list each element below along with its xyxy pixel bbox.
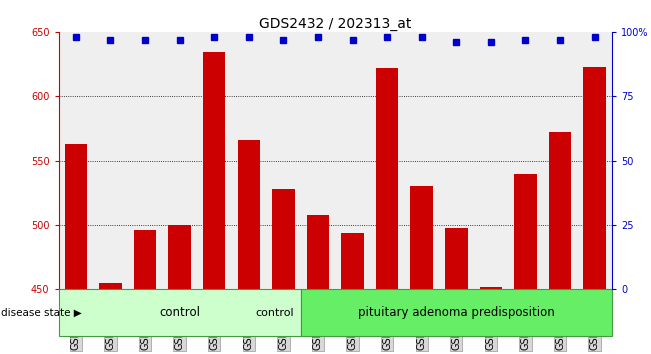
Bar bbox=[376, 68, 398, 354]
Bar bbox=[341, 233, 364, 354]
Bar bbox=[203, 52, 225, 354]
Bar bbox=[307, 215, 329, 354]
Bar bbox=[411, 187, 433, 354]
Bar bbox=[549, 132, 572, 354]
Title: GDS2432 / 202313_at: GDS2432 / 202313_at bbox=[259, 17, 411, 31]
Text: pituitary adenoma predisposition: pituitary adenoma predisposition bbox=[358, 306, 555, 319]
Text: disease state ▶: disease state ▶ bbox=[1, 308, 81, 318]
Bar bbox=[64, 144, 87, 354]
Bar bbox=[514, 173, 536, 354]
Bar bbox=[272, 189, 295, 354]
Text: control: control bbox=[255, 308, 294, 318]
Bar bbox=[583, 67, 606, 354]
Bar bbox=[238, 140, 260, 354]
Bar bbox=[480, 287, 502, 354]
Bar bbox=[99, 283, 122, 354]
Bar bbox=[445, 228, 467, 354]
Bar bbox=[169, 225, 191, 354]
FancyBboxPatch shape bbox=[301, 290, 612, 336]
Bar bbox=[134, 230, 156, 354]
FancyBboxPatch shape bbox=[59, 290, 301, 336]
Text: control: control bbox=[159, 306, 200, 319]
